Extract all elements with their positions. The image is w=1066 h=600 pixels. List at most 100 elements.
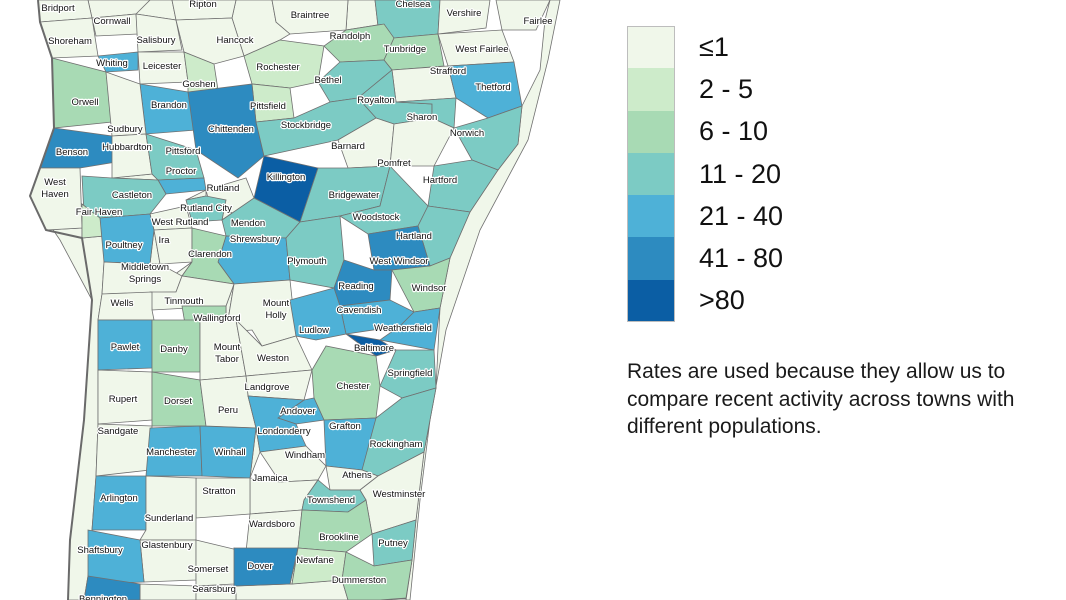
town-label: Stratton — [202, 486, 235, 497]
town-hubbardton[interactable] — [111, 133, 153, 179]
town-braintree[interactable] — [271, 0, 349, 35]
town-label: Brandon — [151, 100, 187, 111]
legend-row: ≤1 — [627, 26, 783, 69]
legend-label: 41 - 80 — [699, 243, 784, 274]
town-label: Tabor — [215, 354, 239, 365]
town-label: Shaftsbury — [77, 545, 123, 556]
town-label: Newfane — [296, 555, 334, 566]
town-hancock[interactable] — [175, 17, 245, 65]
town-label: Ludlow — [299, 325, 329, 336]
legend-row: >80 — [627, 279, 783, 323]
town-sunderland[interactable] — [139, 475, 197, 541]
town-label: Sunderland — [145, 513, 194, 524]
town-label: Royalton — [357, 95, 395, 106]
town-label: Haven — [41, 189, 68, 200]
state-border — [28, 0, 94, 600]
town-label: Stockbridge — [281, 120, 331, 131]
town-weston[interactable] — [235, 318, 313, 377]
town-label: Wallingford — [193, 313, 240, 324]
town-searsburg[interactable] — [195, 585, 237, 600]
town-label: Townshend — [307, 495, 355, 506]
town-label: Poultney — [106, 240, 143, 251]
town-label: Arlington — [100, 493, 138, 504]
town-label: Windsor — [412, 283, 447, 294]
town-label: Springfield — [388, 368, 433, 379]
town-whiting[interactable] — [97, 51, 139, 73]
town-label: Searsburg — [192, 584, 236, 595]
town-label: Randolph — [330, 31, 371, 42]
town-label: West Rutland — [152, 217, 209, 228]
town-label: Whiting — [96, 58, 128, 69]
town-wells[interactable] — [97, 291, 155, 321]
town-rutland-city[interactable] — [185, 195, 227, 223]
town-label: Fairlee — [523, 16, 552, 27]
legend-swatch — [627, 279, 675, 323]
town-stratton[interactable] — [195, 477, 251, 519]
town-shaftsbury[interactable] — [87, 529, 145, 585]
town-fairlee[interactable] — [495, 0, 551, 31]
town-weathersfield[interactable] — [378, 307, 441, 351]
legend-label: 11 - 20 — [699, 158, 782, 189]
town-label: Wardsboro — [249, 519, 295, 530]
town-label: Cavendish — [337, 305, 382, 316]
town-ludlow[interactable] — [289, 287, 347, 341]
town-label: Hartford — [423, 175, 457, 186]
town-windsor[interactable] — [391, 257, 451, 313]
town-label: Londonderry — [257, 426, 311, 437]
town-label: Shoreham — [48, 36, 92, 47]
town-label: Thetford — [475, 82, 510, 93]
town-label: Ira — [158, 235, 170, 246]
town-stockbridge[interactable] — [255, 97, 377, 157]
town-label: Pawlet — [111, 342, 140, 353]
legend-row: 41 - 80 — [627, 237, 784, 280]
town-label: Landgrove — [245, 382, 290, 393]
town-poultney[interactable] — [99, 213, 155, 265]
town-label: Sharon — [407, 112, 438, 123]
legend-swatch — [627, 68, 675, 111]
town-label: Tinmouth — [164, 296, 203, 307]
town-hartford[interactable] — [427, 159, 499, 213]
town-label: Putney — [378, 538, 408, 549]
legend-swatch — [627, 237, 675, 280]
town-pomfret[interactable] — [389, 117, 455, 167]
town-label: Chittenden — [208, 124, 254, 135]
town-label: Athens — [342, 470, 372, 481]
town-label: Middletown — [121, 262, 169, 273]
town-label: West Fairlee — [455, 44, 508, 55]
town-label: Weston — [257, 353, 289, 364]
legend-label: ≤1 — [699, 31, 729, 62]
town-wardsboro[interactable] — [245, 509, 303, 553]
town-label: Rutland City — [180, 203, 232, 214]
town-label: Vershire — [447, 8, 482, 19]
legend-label: >80 — [699, 285, 745, 316]
town-dummerston[interactable] — [341, 551, 413, 600]
town-label: Bennington — [79, 594, 127, 600]
town-ira[interactable] — [153, 227, 193, 265]
legend-label: 2 - 5 — [699, 73, 754, 104]
town-salisbury[interactable] — [135, 13, 183, 53]
town-map: Bridport Ripton Braintree Chelsea Vershire Fa… — [28, 0, 561, 600]
town-label: Brookline — [319, 532, 359, 543]
town-label: Castleton — [112, 190, 152, 201]
town-dover[interactable] — [233, 547, 299, 587]
town-bennington[interactable] — [83, 575, 141, 600]
town-label: Andover — [280, 406, 315, 417]
town-label: Pittsford — [166, 146, 201, 157]
town-label: Plymouth — [287, 256, 327, 267]
town-label: Dorset — [164, 396, 192, 407]
town-label: Ripton — [189, 0, 216, 10]
town-label: Grafton — [329, 421, 361, 432]
town-proctor[interactable] — [157, 177, 207, 195]
town-label: Mendon — [231, 218, 265, 229]
town-label: Bridgewater — [329, 190, 380, 201]
town-label: Salisbury — [136, 35, 175, 46]
town-label: Westminster — [373, 489, 426, 500]
town-label: Jamaica — [252, 473, 288, 484]
town-label: Baltimore — [354, 343, 394, 354]
town-label: Norwich — [450, 128, 484, 139]
town-label: Hubbardton — [102, 142, 152, 153]
town-label: Rockingham — [370, 439, 423, 450]
legend-swatch — [627, 152, 675, 196]
town-windham[interactable] — [259, 445, 327, 483]
town-vershire[interactable] — [437, 0, 491, 35]
